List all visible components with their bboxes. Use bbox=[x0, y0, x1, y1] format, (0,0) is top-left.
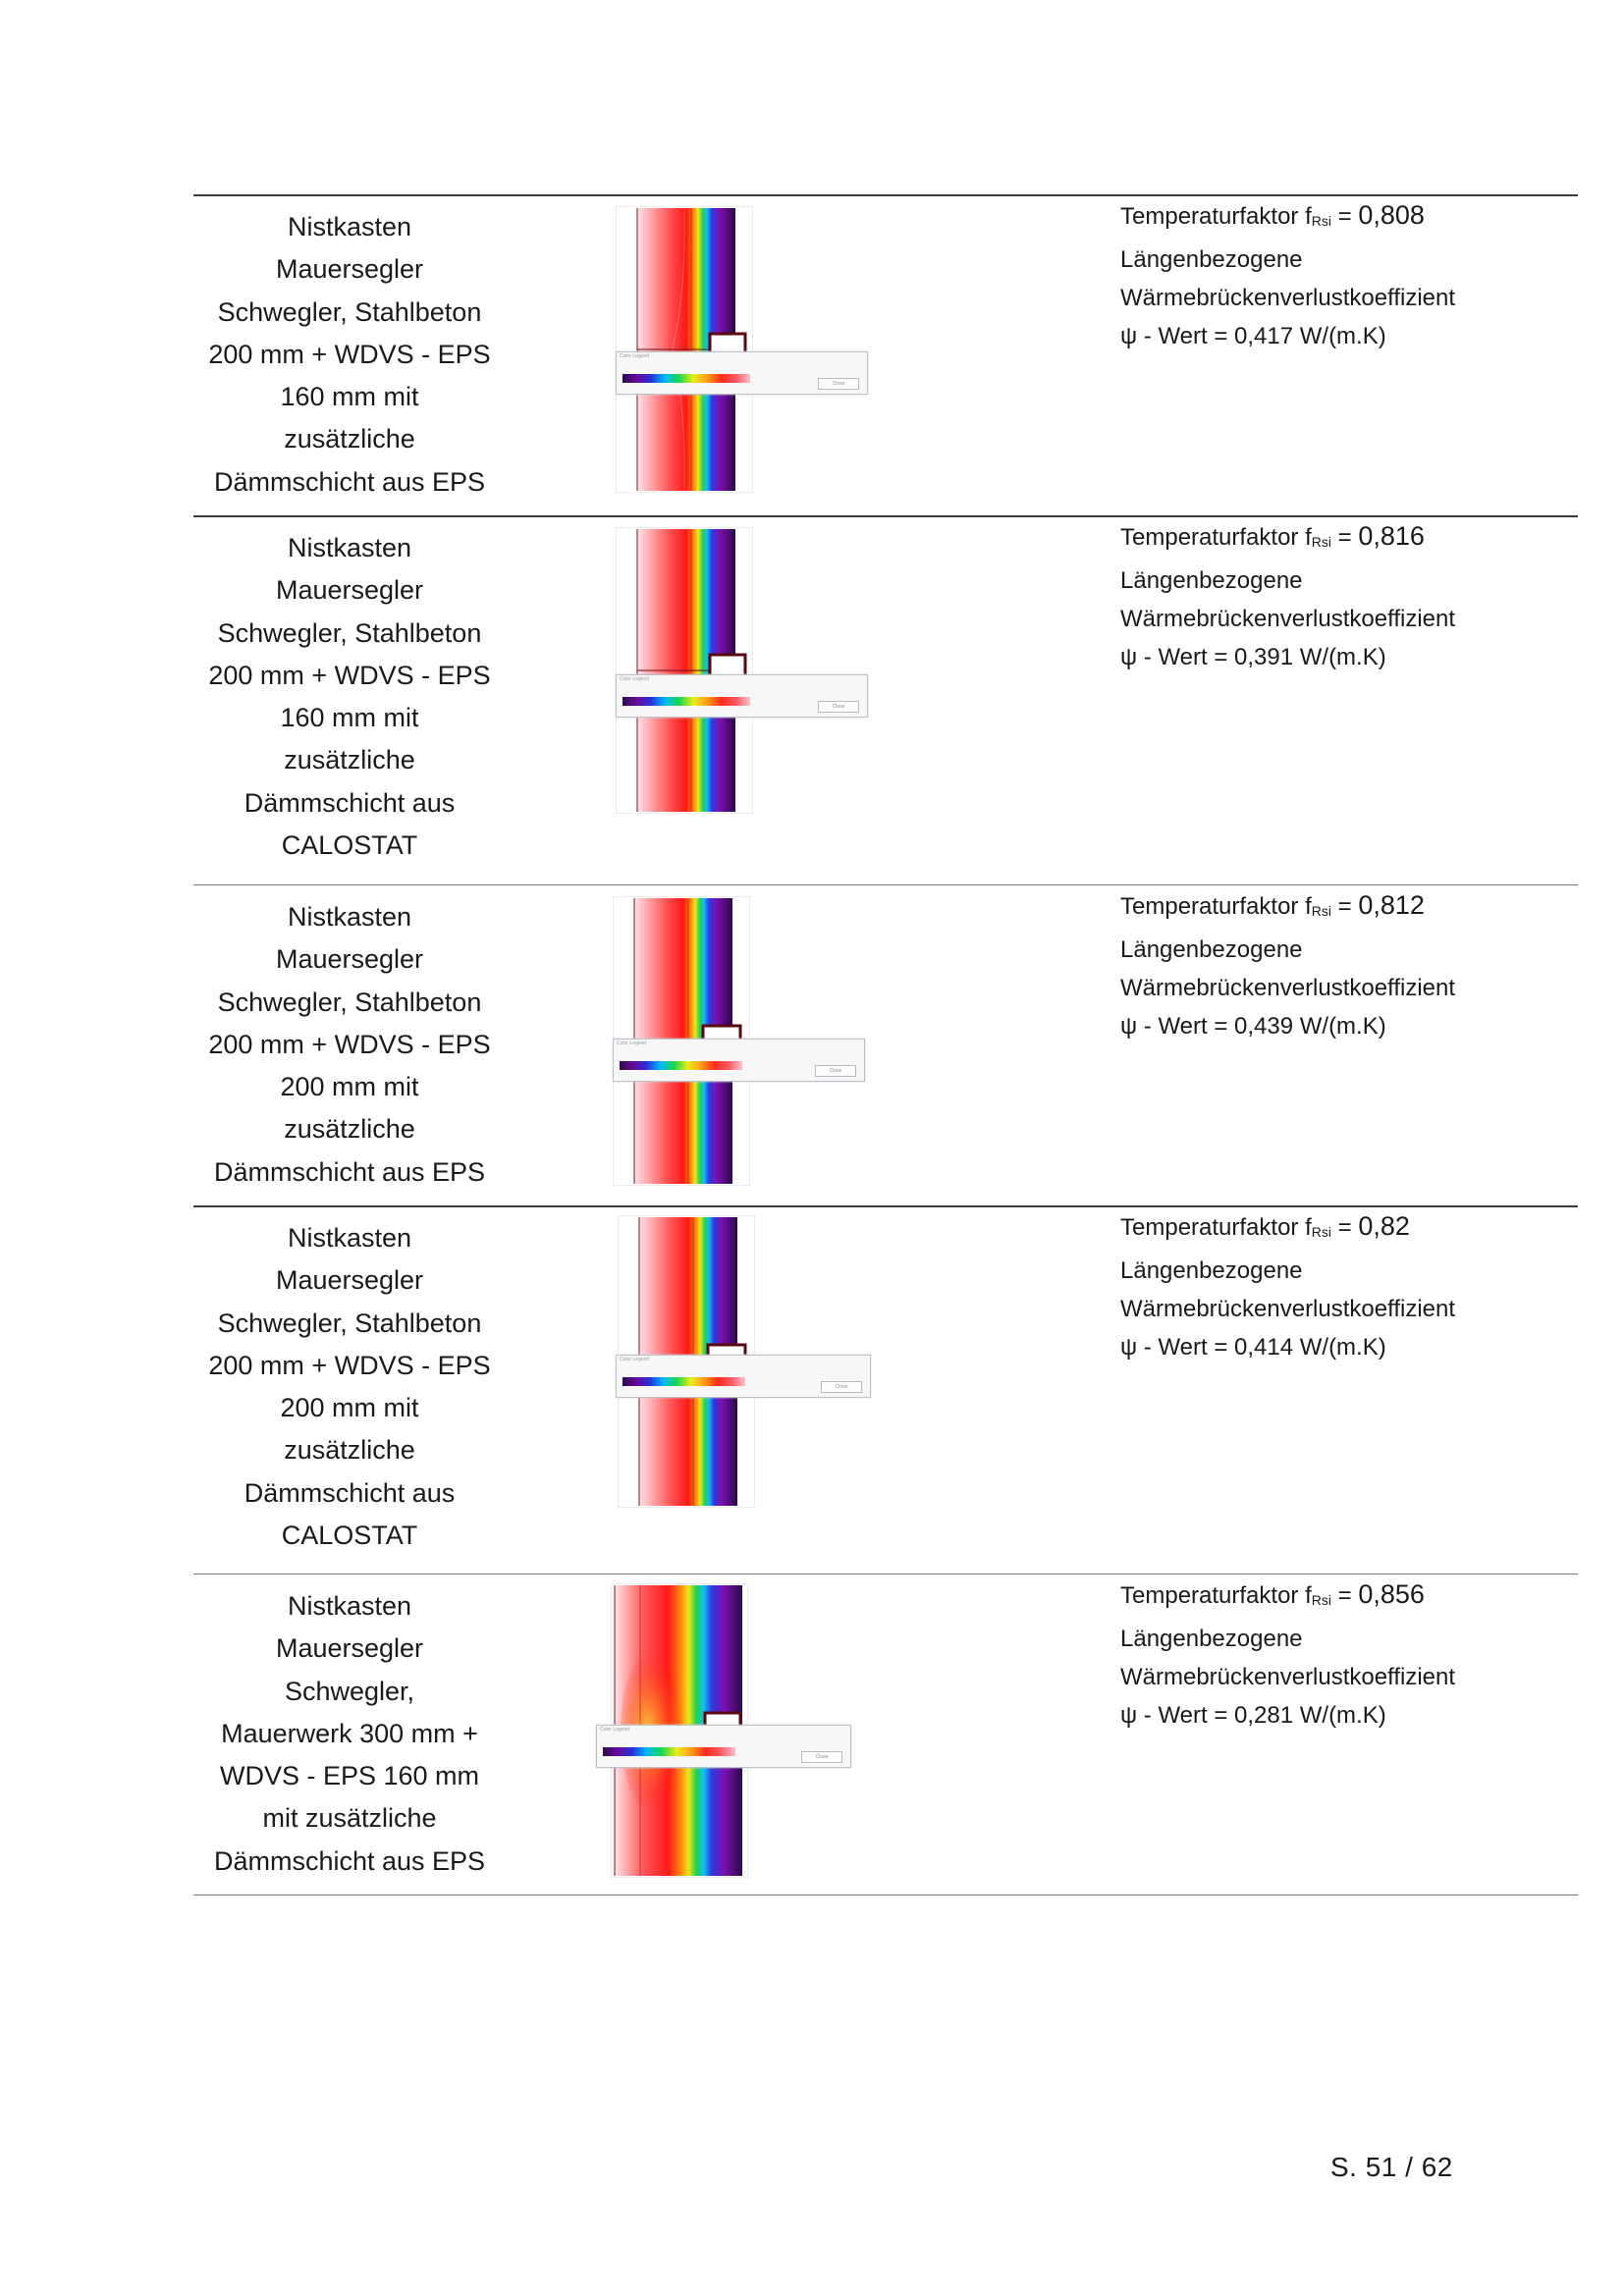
row-description: Nistkasten Mauersegler Schwegler, Stahlb… bbox=[208, 212, 491, 497]
row-divider bbox=[193, 884, 1578, 885]
color-legend-dialog: Color Legend Close bbox=[613, 1039, 865, 1082]
table-row: Nistkasten Mauersegler Schwegler, Mauerw… bbox=[193, 1575, 1578, 1895]
psi-value: ψ - Wert = 0,281 W/(m.K) bbox=[1120, 1702, 1386, 1729]
row-divider bbox=[193, 1205, 1578, 1207]
close-button[interactable]: Close bbox=[821, 1381, 862, 1393]
table-bottom-rule bbox=[193, 1895, 1578, 1896]
row-description: Nistkasten Mauersegler Schwegler, Stahlb… bbox=[208, 1223, 491, 1551]
thermal-simulation-figure bbox=[615, 205, 754, 494]
page-number: S. 51 / 62 bbox=[1330, 2152, 1453, 2182]
color-legend-dialog: Color Legend Close bbox=[596, 1725, 851, 1768]
result-values: Temperaturfaktor fRsi = 0,856 Längenbezo… bbox=[1120, 1575, 1572, 1735]
color-legend-dialog: Color Legend Close bbox=[616, 1355, 871, 1398]
thermal-simulation-figure bbox=[615, 526, 754, 815]
color-scale-bar bbox=[623, 374, 750, 383]
temperature-factor: Temperaturfaktor fRsi = 0,856 bbox=[1120, 1579, 1425, 1609]
row-description: Nistkasten Mauersegler Schwegler, Stahlb… bbox=[208, 533, 491, 861]
psi-value: ψ - Wert = 0,417 W/(m.K) bbox=[1120, 323, 1386, 349]
close-button[interactable]: Close bbox=[801, 1751, 842, 1763]
row-divider bbox=[193, 1574, 1578, 1575]
color-scale-bar bbox=[623, 697, 750, 706]
close-button[interactable]: Close bbox=[818, 378, 859, 390]
table-row: Nistkasten Mauersegler Schwegler, Stahlb… bbox=[193, 1207, 1578, 1574]
psi-value: ψ - Wert = 0,391 W/(m.K) bbox=[1120, 644, 1386, 670]
temperature-factor: Temperaturfaktor fRsi = 0,816 bbox=[1120, 521, 1425, 551]
temperature-factor: Temperaturfaktor fRsi = 0,82 bbox=[1120, 1211, 1410, 1241]
color-legend-dialog: Color Legend Close bbox=[616, 351, 868, 395]
color-legend-dialog: Color Legend Close bbox=[616, 674, 868, 718]
temperature-factor: Temperaturfaktor fRsi = 0,812 bbox=[1120, 890, 1425, 920]
color-scale-bar bbox=[603, 1747, 735, 1756]
psi-value: ψ - Wert = 0,414 W/(m.K) bbox=[1120, 1334, 1386, 1361]
result-values: Temperaturfaktor fRsi = 0,812 Längenbezo… bbox=[1120, 886, 1572, 1045]
table-row: Nistkasten Mauersegler Schwegler, Stahlb… bbox=[193, 517, 1578, 884]
table-row: Nistkasten Mauersegler Schwegler, Stahlb… bbox=[193, 886, 1578, 1205]
temperature-factor: Temperaturfaktor fRsi = 0,808 bbox=[1120, 200, 1425, 230]
result-values: Temperaturfaktor fRsi = 0,808 Längenbezo… bbox=[1120, 196, 1572, 355]
result-values: Temperaturfaktor fRsi = 0,82 Längenbezog… bbox=[1120, 1207, 1572, 1366]
table-row: Nistkasten Mauersegler Schwegler, Stahlb… bbox=[193, 196, 1578, 515]
close-button[interactable]: Close bbox=[818, 701, 859, 713]
close-button[interactable]: Close bbox=[815, 1065, 856, 1077]
row-divider bbox=[193, 515, 1578, 517]
color-scale-bar bbox=[623, 1377, 745, 1386]
row-description: Nistkasten Mauersegler Schwegler, Stahlb… bbox=[208, 902, 491, 1187]
table-top-rule bbox=[193, 194, 1578, 196]
result-values: Temperaturfaktor fRsi = 0,816 Längenbezo… bbox=[1120, 517, 1572, 676]
color-scale-bar bbox=[620, 1061, 742, 1070]
psi-value: ψ - Wert = 0,439 W/(m.K) bbox=[1120, 1013, 1386, 1040]
row-description: Nistkasten Mauersegler Schwegler, Mauerw… bbox=[213, 1591, 486, 1876]
